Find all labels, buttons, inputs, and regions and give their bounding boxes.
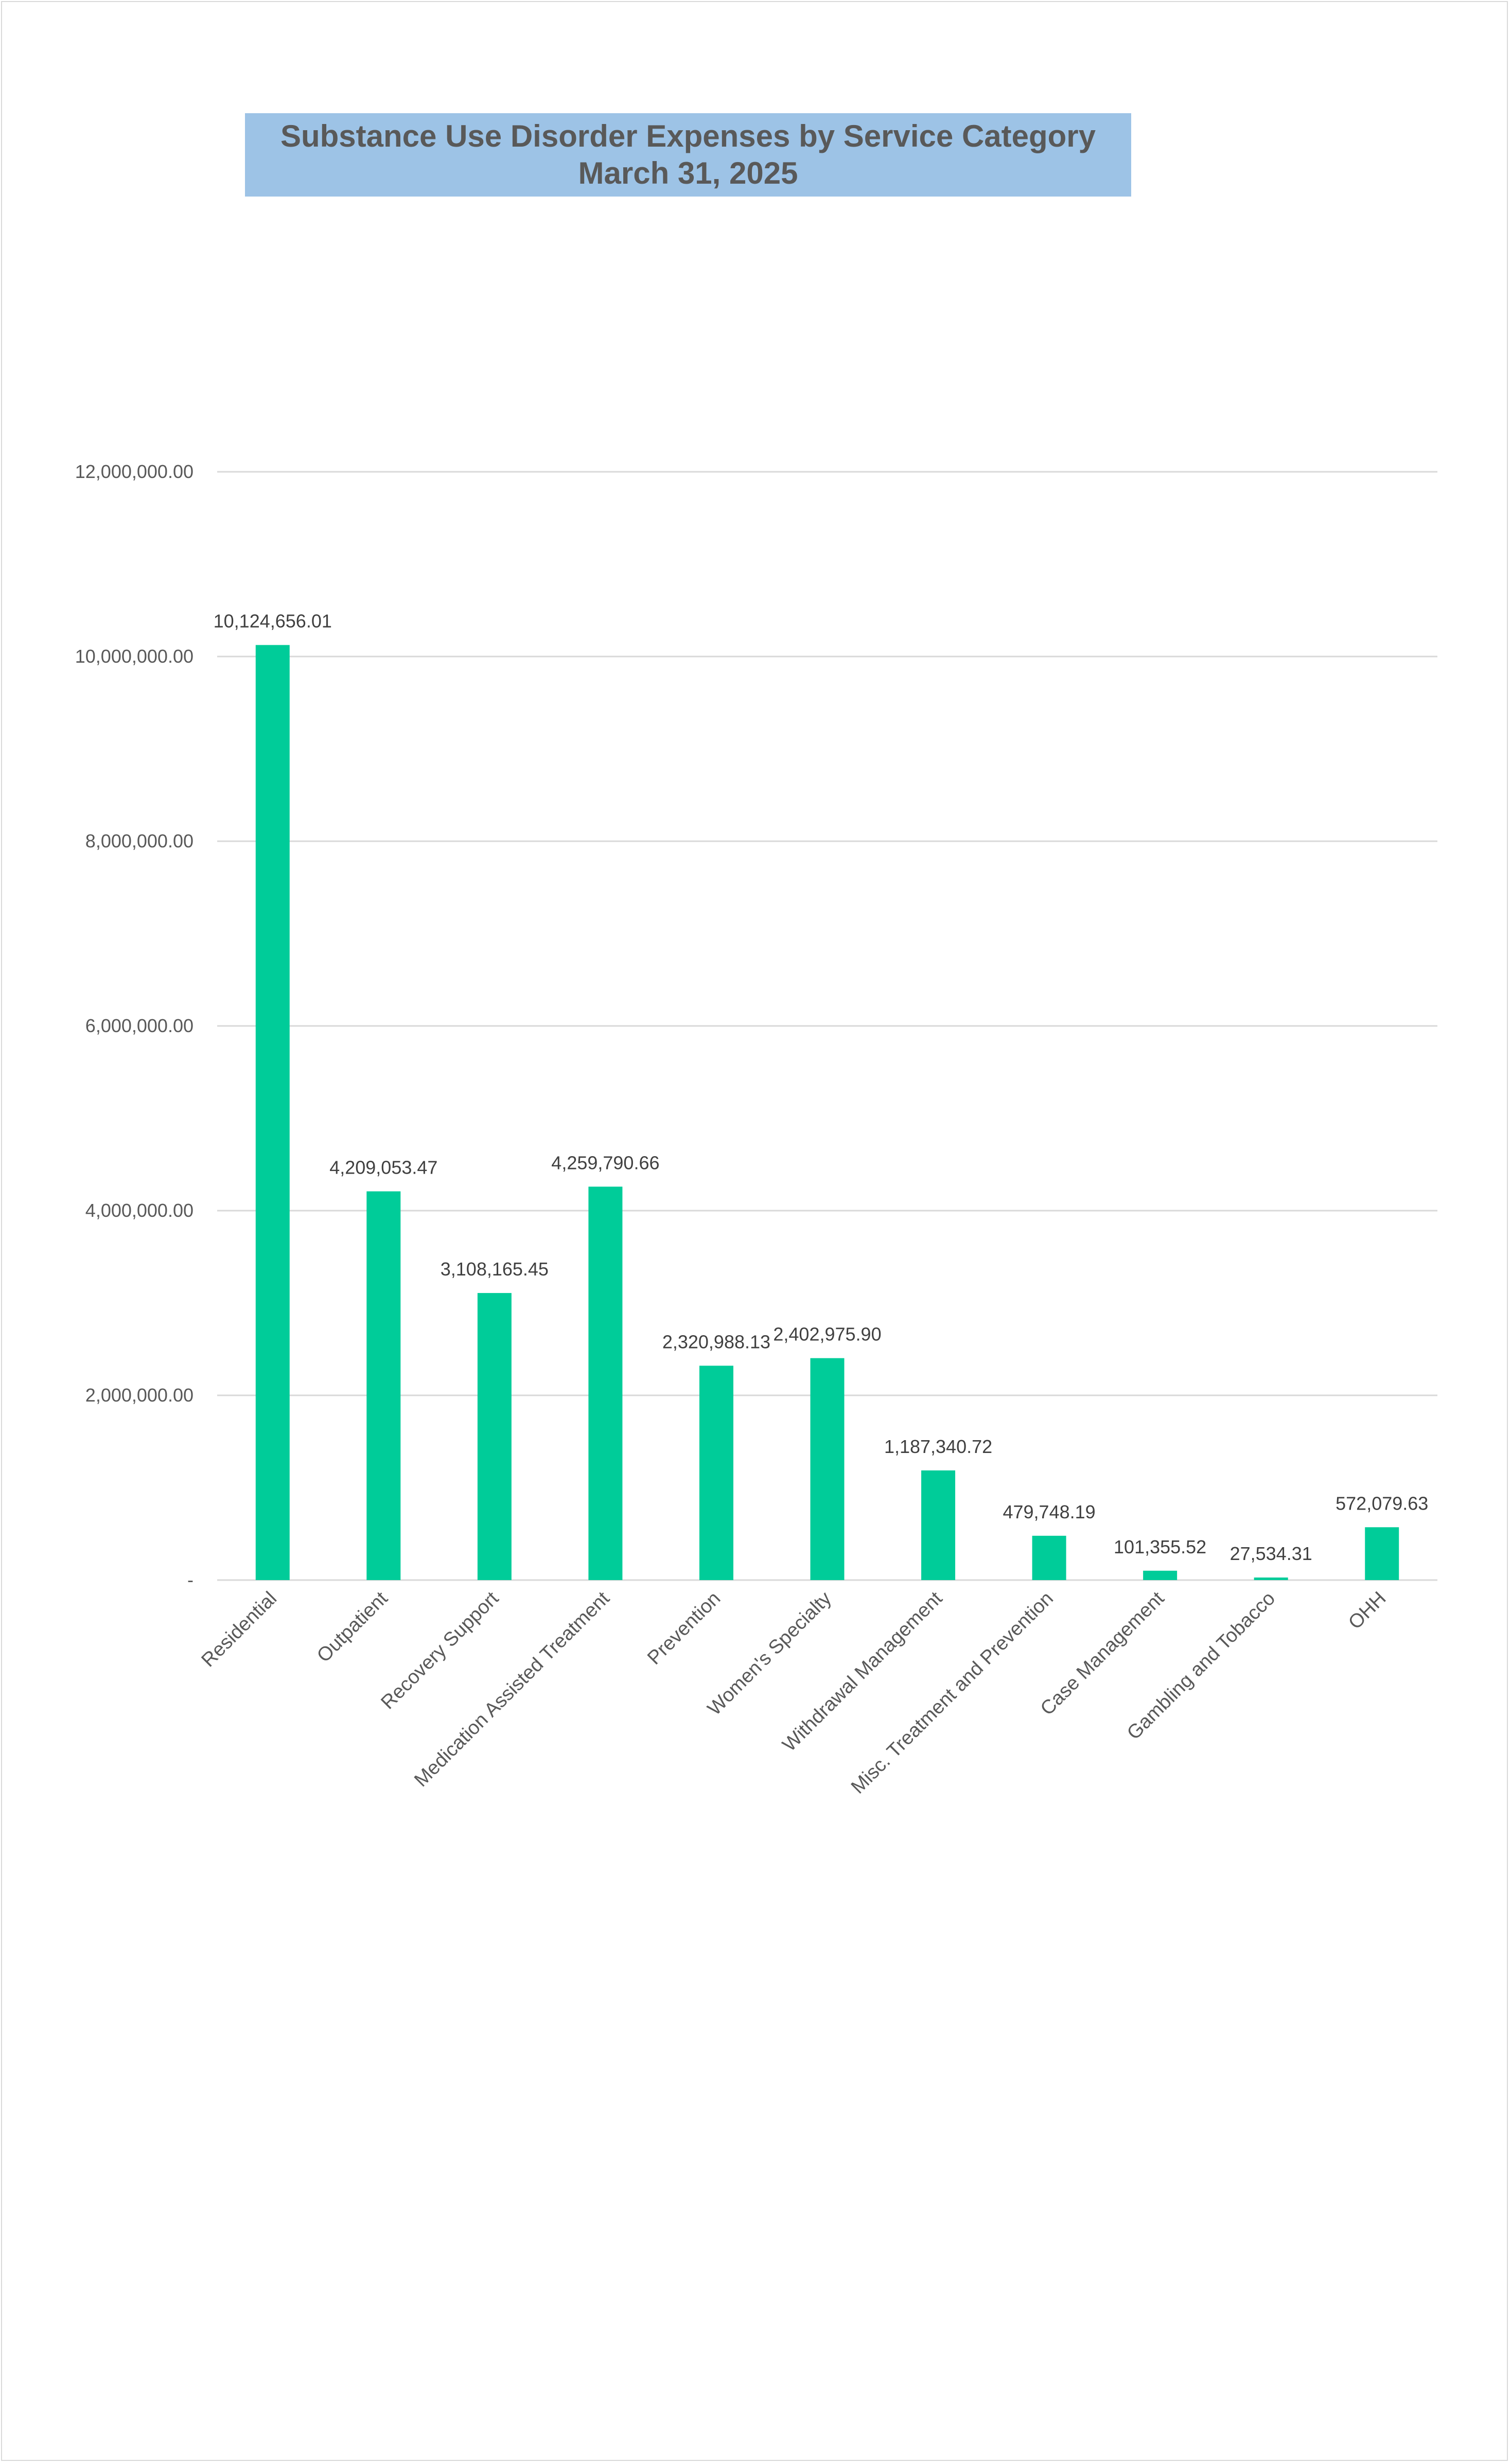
x-tick-label: Prevention [643,1588,725,1669]
gridlines [217,471,1437,1581]
bar [1143,1570,1178,1580]
x-tick-label: Residential [198,1588,282,1672]
bar [255,645,290,1580]
y-tick-label: 10,000,000.00 [75,646,194,667]
data-label: 572,079.63 [1336,1493,1428,1514]
y-tick-label: 8,000,000.00 [85,830,194,852]
bar [1254,1577,1288,1580]
bar [921,1470,956,1580]
bar [366,1191,401,1580]
y-tick-label: 2,000,000.00 [85,1385,194,1406]
data-label: 479,748.19 [1003,1501,1095,1522]
x-tick-label: Medication Assisted Treatment [410,1587,614,1791]
x-tick-label: Misc. Treatment and Prevention [847,1588,1058,1798]
data-label: 2,320,988.13 [662,1331,770,1352]
chart-title: Substance Use Disorder Expenses by Servi… [280,119,1096,153]
data-label: 4,259,790.66 [551,1152,659,1173]
data-label: 10,124,656.01 [214,611,332,632]
x-tick-label: Women's Specialty [704,1588,836,1720]
data-label: 101,355.52 [1114,1536,1206,1557]
bar [1032,1535,1066,1580]
x-tick-label: Case Management [1036,1587,1169,1720]
y-tick-label: 6,000,000.00 [85,1015,194,1036]
x-tick-label: Recovery Support [377,1587,503,1713]
y-tick-label: 4,000,000.00 [85,1200,194,1221]
data-label: 4,209,053.47 [329,1157,437,1178]
x-tick-label: OHH [1344,1588,1390,1634]
chart-subtitle: March 31, 2025 [578,156,798,190]
bar [477,1293,512,1580]
y-axis-ticks: - 2,000,000.00 4,000,000.00 6,000,000.00 8,0… [75,461,194,1590]
y-tick-label: 12,000,000.00 [75,461,194,482]
y-tick-label: - [187,1569,194,1590]
data-label: 1,187,340.72 [884,1436,992,1457]
x-tick-label: Outpatient [313,1587,392,1667]
data-label: 27,534.31 [1230,1543,1312,1564]
bar [810,1358,845,1580]
bars [255,645,1399,1580]
bar [699,1366,733,1580]
bar [588,1186,623,1580]
data-label: 3,108,165.45 [441,1258,549,1280]
data-label: 2,402,975.90 [773,1324,881,1345]
chart-title-box: Substance Use Disorder Expenses by Servi… [245,113,1131,197]
bar [1365,1527,1399,1580]
data-labels: 10,124,656.01 4,209,053.47 3,108,165.45 4,2… [214,611,1429,1564]
